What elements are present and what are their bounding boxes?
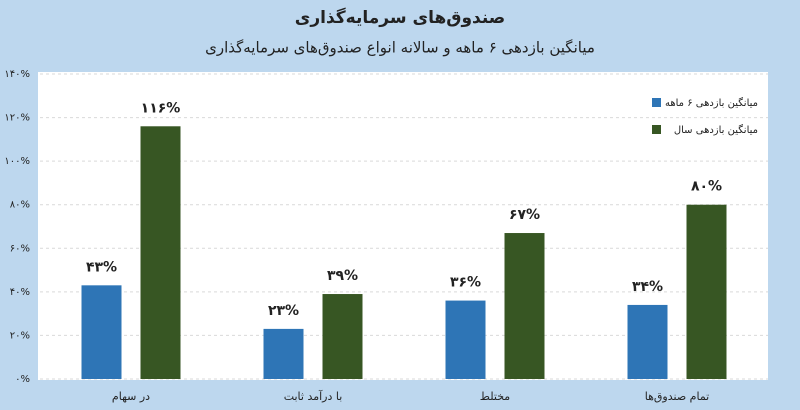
bar	[140, 126, 181, 380]
x-tick-label: در سهام	[112, 390, 150, 403]
bar	[627, 304, 668, 379]
bar	[263, 328, 304, 379]
legend-label: میانگین بازدهی سال	[674, 124, 758, 136]
value-label: ۳۴%	[632, 279, 663, 295]
bar	[81, 285, 122, 379]
bar	[322, 294, 363, 379]
y-tick-label: ۱۲۰%	[4, 113, 30, 124]
y-tick-label: ۱۴۰%	[4, 69, 30, 80]
value-label: ۲۳%	[268, 303, 299, 319]
legend-swatch	[652, 98, 661, 107]
value-label: ۱۱۶%	[141, 100, 181, 116]
bar	[686, 204, 727, 379]
value-label: ۸۰%	[691, 179, 722, 195]
value-label: ۳۶%	[450, 275, 481, 291]
chart-subtitle: میانگین بازدهی ۶ ماهه و سالانه انواع صند…	[205, 39, 595, 57]
y-tick-label: ۲۰%	[10, 330, 30, 341]
y-tick-label: ۸۰%	[10, 200, 30, 211]
y-tick-label: ۶۰%	[10, 243, 30, 254]
legend-label: میانگین بازدهی ۶ ماهه	[665, 97, 758, 109]
value-label: ۴۳%	[86, 259, 117, 275]
value-label: ۳۹%	[327, 268, 358, 284]
y-tick-label: ۴۰%	[10, 287, 30, 298]
y-tick-label: ۰%	[15, 374, 30, 385]
value-label: ۶۷%	[509, 207, 540, 223]
x-tick-label: مختلط	[480, 390, 511, 403]
x-tick-label: تمام صندوق‌ها	[645, 390, 710, 403]
x-tick-label: با درآمد ثابت	[284, 389, 343, 403]
y-tick-label: ۱۰۰%	[4, 156, 30, 167]
bar	[504, 233, 545, 379]
bar	[445, 300, 486, 379]
chart-title: صندوق‌های سرمایه‌گذاری	[295, 7, 505, 28]
legend-swatch	[652, 125, 661, 134]
